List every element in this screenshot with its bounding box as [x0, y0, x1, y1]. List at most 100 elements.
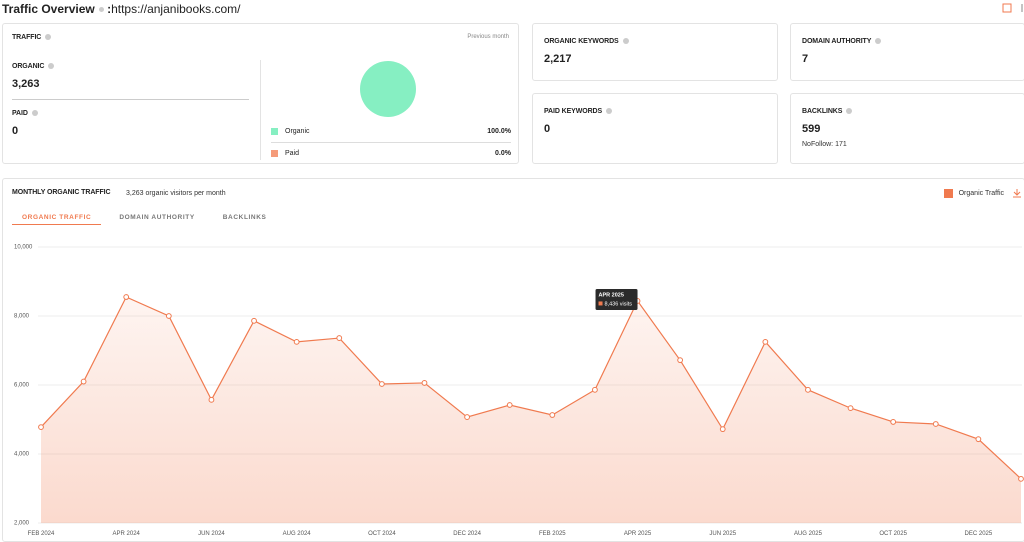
data-point [251, 317, 257, 324]
tab[interactable]: DOMAIN AUTHORITY [119, 214, 195, 221]
organic-label: ORGANIC [12, 63, 55, 70]
data-point [890, 419, 897, 425]
period: Previous month [467, 34, 509, 40]
tooltip-value: 8,436 visits [605, 301, 633, 307]
x-tick-label: AUG 2025 [794, 531, 823, 537]
paid-label: PAID [12, 110, 38, 117]
legend-value: 100.0% [487, 128, 511, 135]
section-title: MONTHLY ORGANIC TRAFFIC [12, 189, 111, 196]
data-point [464, 414, 470, 420]
title: TRAFFIC [12, 34, 42, 41]
download-icon[interactable] [1012, 188, 1022, 198]
legend: Organic Traffic [943, 189, 1004, 198]
header: Traffic Overview :https://anjanibooks.co… [2, 2, 240, 16]
tabs: ORGANIC TRAFFIC DOMAIN AUTHORITY BACKLINKS [12, 214, 284, 225]
data-point [378, 381, 385, 387]
separator: : [107, 2, 112, 16]
title: ORGANIC KEYWORDS [544, 38, 619, 45]
info-dot [98, 7, 104, 13]
legend-row: Organic 100.0% [271, 121, 511, 143]
card-value: 2,217 [544, 53, 572, 65]
x-tick-label: OCT 2025 [879, 531, 907, 537]
x-tick-label: DEC 2024 [453, 531, 481, 537]
metric-card: DOMAIN AUTHORITY 7 [790, 23, 1024, 81]
edit-icon[interactable] [1002, 3, 1012, 13]
legend-label: Organic [285, 128, 310, 135]
chart: 2,000 4,000 6,000 8,000 10,000 FEB 2024 APR 20… [14, 245, 1024, 537]
info-dot [31, 110, 38, 117]
data-point [932, 421, 939, 427]
data-point [421, 380, 428, 386]
title: DOMAIN AUTHORITY [802, 38, 872, 45]
pie-legend: Organic 100.0% Paid 0.0% [271, 121, 511, 164]
data-point [592, 386, 598, 393]
data-point [506, 402, 513, 408]
legend-swatch [271, 128, 278, 135]
card-title: DOMAIN AUTHORITY [802, 38, 882, 45]
card-title: PAID KEYWORDS [544, 108, 613, 115]
divider [12, 99, 249, 100]
card-value: 7 [802, 53, 809, 65]
x-tick-label: FEB 2025 [539, 531, 566, 537]
data-point [847, 405, 854, 412]
info-dot [846, 108, 853, 115]
metric-card: PAID KEYWORDS 0 [532, 93, 778, 164]
organic-value: 3,263 [12, 78, 40, 90]
legend-row: Paid 0.0% [271, 143, 511, 164]
legend-label: Paid [285, 150, 300, 157]
data-point [1018, 475, 1024, 482]
info-dot [606, 108, 613, 115]
tab[interactable]: BACKLINKS [222, 214, 267, 221]
y-tick-label: 4,000 [14, 452, 30, 458]
card-value: 599 [802, 123, 821, 135]
y-tick-label: 10,000 [14, 245, 33, 251]
card-title: TRAFFIC [12, 34, 52, 41]
info-dot [48, 63, 55, 70]
data-point [123, 294, 130, 300]
pie-slice [360, 61, 416, 117]
title: PAID KEYWORDS [544, 108, 603, 115]
info-dot [875, 38, 882, 45]
data-point [762, 338, 769, 345]
data-point [165, 313, 172, 319]
title: BACKLINKS [802, 108, 843, 115]
data-point [549, 412, 556, 418]
data-point [677, 357, 684, 364]
info-dot [45, 34, 52, 41]
x-tick-label: JUN 2025 [709, 531, 736, 537]
text: ORGANIC [12, 63, 45, 70]
text: PAID [12, 110, 28, 117]
url: https://anjanibooks.com/ [111, 2, 241, 16]
data-point [80, 378, 87, 385]
x-tick-label: AUG 2024 [283, 531, 312, 537]
data-point [719, 426, 726, 433]
x-tick-label: APR 2025 [624, 531, 652, 537]
data-point [805, 386, 811, 393]
data-point [293, 338, 300, 345]
x-tick-label: APR 2024 [113, 531, 141, 537]
tab[interactable]: ORGANIC TRAFFIC [12, 214, 102, 225]
x-tick-label: OCT 2024 [368, 531, 396, 537]
data-point [38, 424, 44, 430]
x-tick-label: DEC 2025 [965, 531, 993, 537]
metric-card: BACKLINKS 599 NoFollow: 171 [790, 93, 1024, 164]
legend-label: Organic Traffic [958, 190, 1004, 197]
legend-swatch [943, 189, 953, 198]
traffic-card: TRAFFIC Previous month ORGANIC 3,263 PAI… [2, 23, 519, 164]
card-note: NoFollow: 171 [802, 141, 847, 148]
divider [260, 60, 261, 160]
header-icons[interactable] [1002, 3, 1024, 15]
line [40, 296, 1022, 480]
page-title: Traffic Overview [2, 2, 95, 16]
card-value: 0 [544, 123, 551, 135]
card-title: BACKLINKS [802, 108, 853, 115]
y-tick-label: 8,000 [14, 314, 30, 320]
tooltip-swatch [598, 301, 603, 306]
card-title: ORGANIC KEYWORDS [544, 38, 629, 45]
y-tick-label: 6,000 [14, 383, 30, 389]
pie-chart [360, 61, 416, 117]
y-tick-label: 2,000 [14, 521, 30, 527]
paid-value: 0 [12, 125, 19, 137]
info-dot [622, 38, 629, 45]
